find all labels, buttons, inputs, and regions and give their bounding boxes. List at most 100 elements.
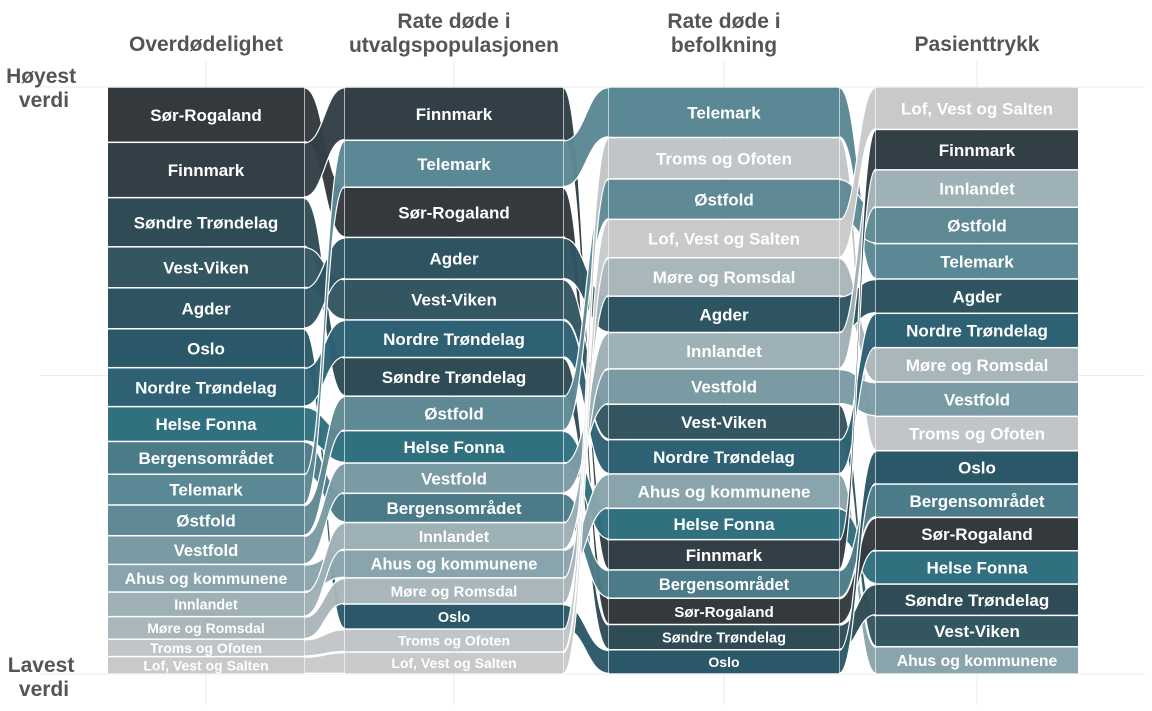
node-label: Bergensområdet [659, 576, 790, 594]
node-telemark: Telemark [108, 474, 304, 505]
node-finnmark: Finnmark [609, 540, 839, 570]
column-title-line: Overdødelighet [129, 33, 283, 56]
node-bar [108, 143, 304, 197]
node-bergensomradet: Bergensområdet [609, 570, 839, 598]
y-axis-top-label-line: verdi [19, 89, 69, 112]
node-label: Østfold [176, 511, 236, 530]
node-innlandet: Innlandet [876, 170, 1078, 207]
node-bergensomradet: Bergensområdet [345, 494, 563, 522]
node-bergensomradet: Bergensområdet [108, 442, 304, 474]
node-label: Oslo [958, 459, 996, 478]
node-label: Søndre Trøndelag [905, 591, 1050, 610]
flow-innlandet [838, 169, 877, 369]
column-title: Rate døde i befolkning [667, 10, 780, 57]
column-title: Rate døde i utvalgspopulasjonen [349, 10, 559, 57]
node-label: Oslo [187, 339, 225, 358]
flow-finnmark [303, 87, 346, 198]
rank-nodes: Sør-Rogaland Finnmark Søndre Trøndelag Vest… [108, 87, 1078, 674]
node-bar [876, 130, 1078, 170]
node-bar [609, 509, 839, 539]
node-label: Finnmark [168, 161, 245, 180]
node-bar [609, 650, 839, 674]
node-ahus-og-kommunene: Ahus og kommunene [108, 565, 304, 592]
column-titles: Overdødelighet Rate døde i utvalgspopulasj… [129, 10, 1040, 57]
node-label: Vestfold [421, 469, 487, 488]
node-troms-og-ofoten: Troms og Ofoten [345, 629, 563, 652]
node-label: Helse Fonna [926, 559, 1028, 578]
node-bar [345, 604, 563, 629]
node-agder: Agder [609, 296, 839, 332]
node-label: Lof, Vest og Salten [143, 657, 268, 673]
node-nordre-trondelag: Nordre Trøndelag [108, 368, 304, 406]
node-bar [609, 540, 839, 570]
flow-oslo [838, 450, 877, 674]
node-bar [345, 279, 563, 320]
node-label: Troms og Ofoten [398, 633, 510, 649]
node-bar [108, 657, 304, 674]
node-label: Østfold [424, 405, 484, 424]
node-sor-rogaland: Sør-Rogaland [345, 188, 563, 237]
node-bar [876, 382, 1078, 416]
node-sor-rogaland: Sør-Rogaland [609, 598, 839, 624]
node-troms-og-ofoten: Troms og Ofoten [108, 640, 304, 656]
node-bar [108, 407, 304, 441]
node-ostfold: Østfold [609, 179, 839, 219]
node-label: Telemark [417, 155, 491, 174]
node-label: Østfold [947, 217, 1007, 236]
node-bar [609, 625, 839, 650]
node-bergensomradet: Bergensområdet [876, 484, 1078, 517]
node-finnmark: Finnmark [345, 87, 563, 140]
y-axis-top-label-line: Høyest [6, 65, 76, 88]
node-agder: Agder [345, 238, 563, 279]
node-bar [345, 652, 563, 674]
node-bar [108, 592, 304, 616]
node-helse-fonna: Helse Fonna [108, 407, 304, 441]
node-ostfold: Østfold [108, 505, 304, 535]
column-title-line: Rate døde i [397, 10, 510, 33]
node-bar [876, 348, 1078, 382]
node-bar [345, 463, 563, 493]
node-bar [345, 550, 563, 578]
node-more-og-romsdal: Møre og Romsdal [876, 348, 1078, 382]
node-bar [609, 258, 839, 296]
node-ostfold: Østfold [876, 207, 1078, 243]
node-label: Agder [952, 287, 1002, 306]
node-label: Finnmark [939, 141, 1016, 160]
node-sondre-trondelag: Søndre Trøndelag [609, 625, 839, 650]
node-telemark: Telemark [609, 87, 839, 137]
node-label: Møre og Romsdal [147, 620, 264, 636]
node-troms-og-ofoten: Troms og Ofoten [876, 417, 1078, 450]
node-label: Lof, Vest og Salten [648, 230, 800, 249]
node-nordre-trondelag: Nordre Trøndelag [345, 320, 563, 357]
node-label: Sør-Rogaland [674, 604, 774, 621]
node-vestfold: Vestfold [609, 369, 839, 404]
node-ostfold: Østfold [345, 396, 563, 430]
node-bar [876, 484, 1078, 517]
node-label: Møre og Romsdal [653, 268, 796, 287]
y-axis-bottom-label-line: Lavest [8, 654, 75, 677]
node-label: Ahus og kommunene [125, 571, 288, 588]
node-finnmark: Finnmark [108, 143, 304, 197]
node-bar [345, 396, 563, 430]
node-nordre-trondelag: Nordre Trøndelag [876, 314, 1078, 347]
column-title: Overdødelighet [129, 33, 283, 56]
node-vest-viken: Vest-Viken [876, 616, 1078, 646]
node-agder: Agder [876, 279, 1078, 313]
node-label: Innlandet [174, 597, 238, 613]
node-label: Helse Fonna [155, 415, 257, 434]
node-label: Søndre Trøndelag [134, 213, 279, 232]
node-label: Oslo [708, 654, 740, 670]
node-label: Helse Fonna [403, 438, 505, 457]
node-label: Ahus og kommunene [638, 482, 811, 501]
node-label: Innlandet [419, 529, 490, 546]
node-vest-viken: Vest-Viken [108, 247, 304, 288]
node-lof-vest-og-salten: Lof, Vest og Salten [345, 652, 563, 674]
node-telemark: Telemark [876, 244, 1078, 279]
node-bar [876, 616, 1078, 646]
node-label: Bergensområdet [138, 449, 273, 468]
node-sondre-trondelag: Søndre Trøndelag [876, 584, 1078, 615]
flow-troms-og-ofoten [303, 629, 346, 657]
node-vest-viken: Vest-Viken [345, 279, 563, 320]
node-more-og-romsdal: Møre og Romsdal [108, 617, 304, 639]
node-bar [876, 551, 1078, 584]
